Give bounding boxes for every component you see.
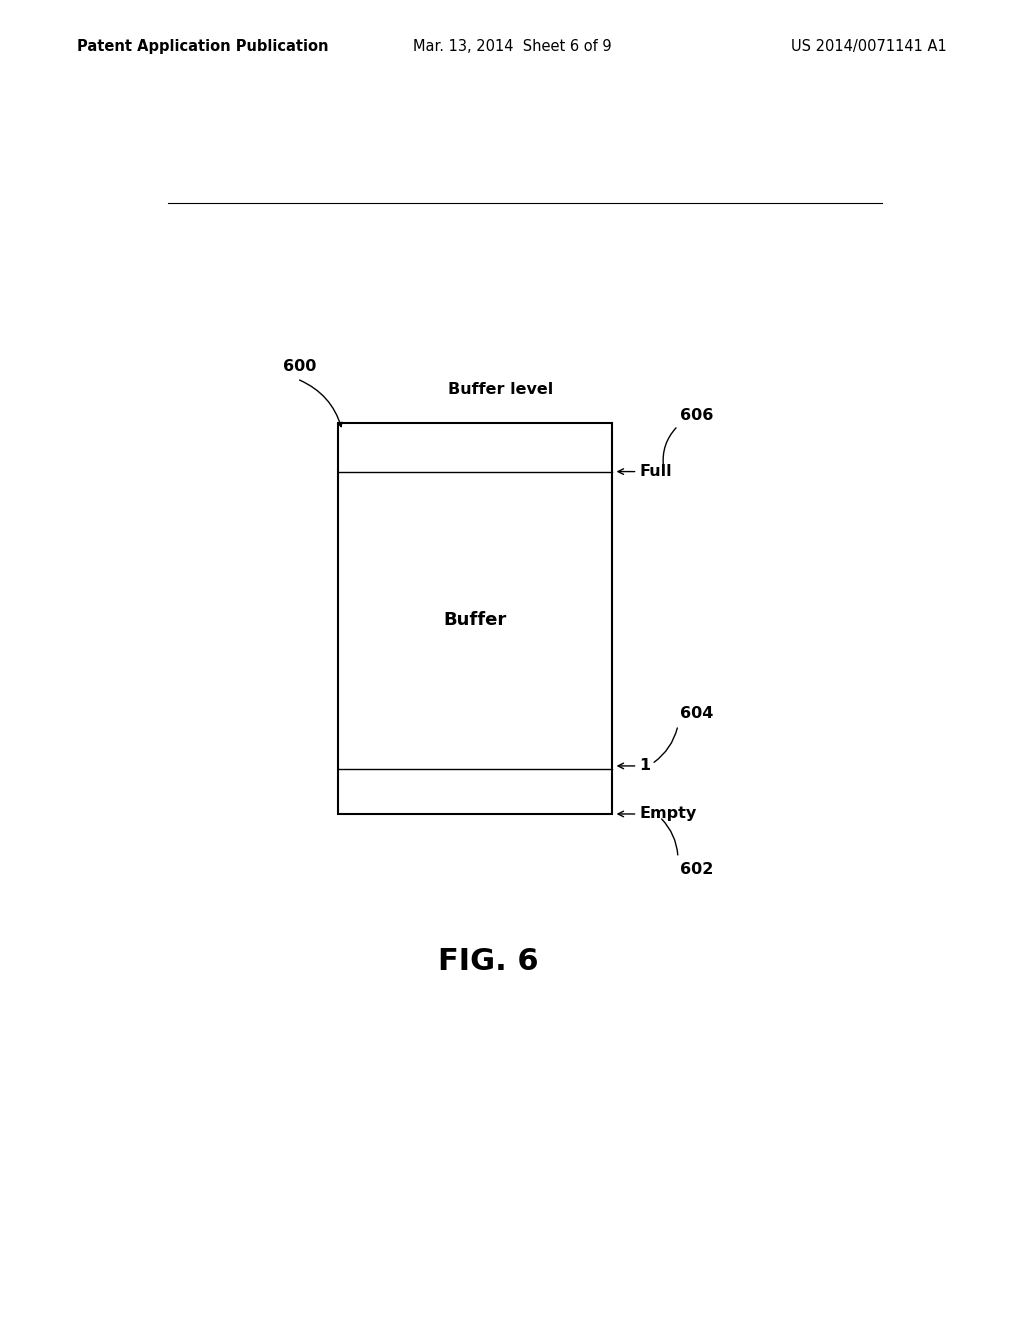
Text: 606: 606 (680, 408, 713, 424)
FancyArrowPatch shape (654, 727, 677, 762)
FancyArrowPatch shape (300, 380, 342, 426)
Text: Buffer: Buffer (443, 611, 507, 630)
Text: 604: 604 (680, 706, 713, 721)
Bar (338, 422, 612, 814)
FancyArrowPatch shape (664, 428, 676, 466)
FancyArrowPatch shape (662, 818, 678, 855)
Text: US 2014/0071141 A1: US 2014/0071141 A1 (792, 38, 947, 54)
Text: Buffer level: Buffer level (447, 383, 553, 397)
Text: Full: Full (639, 465, 672, 479)
Text: Mar. 13, 2014  Sheet 6 of 9: Mar. 13, 2014 Sheet 6 of 9 (413, 38, 611, 54)
Text: 600: 600 (283, 359, 316, 375)
Text: 1: 1 (639, 759, 650, 774)
Text: Patent Application Publication: Patent Application Publication (77, 38, 329, 54)
Text: FIG. 6: FIG. 6 (437, 946, 539, 975)
Text: Empty: Empty (639, 807, 696, 821)
Text: 602: 602 (680, 862, 713, 878)
